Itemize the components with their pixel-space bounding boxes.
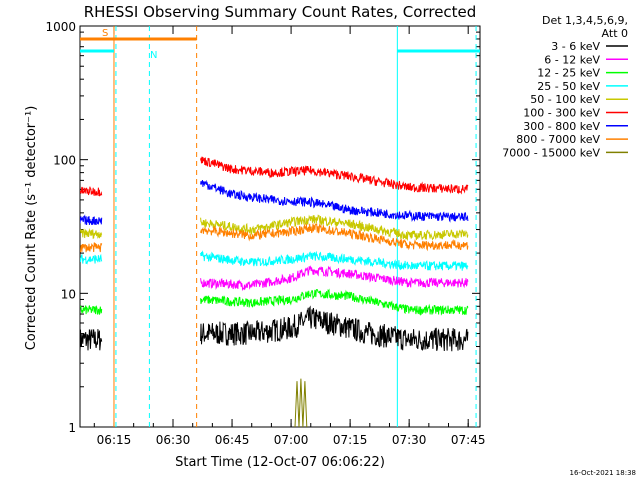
legend-entry-label: 3 - 6 keV: [551, 40, 600, 53]
y-tick-label: 10: [61, 287, 76, 301]
legend-entry-label: 50 - 100 keV: [530, 93, 600, 106]
y-axis-label: Corrected Count Rate (s⁻¹ detector⁻¹): [24, 106, 39, 351]
series-line: [200, 179, 469, 223]
x-tick-label: 07:45: [451, 433, 486, 447]
x-tick-label: 07:00: [274, 433, 309, 447]
y-tick-label: 1000: [45, 20, 76, 34]
x-tick-label: 07:15: [333, 433, 368, 447]
series-line: [80, 214, 103, 226]
legend-entry-label: 100 - 300 keV: [523, 107, 600, 120]
series-line: [200, 265, 469, 292]
x-tick-label: 07:30: [392, 433, 427, 447]
series-line: [80, 305, 103, 315]
plot-frame: [79, 25, 481, 428]
series-line: [80, 253, 103, 265]
series-line: [200, 214, 469, 242]
legend-entry-label: 7000 - 15000 keV: [502, 146, 600, 159]
series-line: [200, 223, 469, 252]
x-tick-label: 06:30: [156, 433, 191, 447]
series-line: [294, 378, 308, 427]
chart-title: RHESSI Observing Summary Count Rates, Co…: [84, 3, 477, 21]
x-axis-label: Start Time (12-Oct-07 06:06:22): [175, 455, 385, 470]
series-line: [200, 288, 469, 316]
legend-entry-label: 25 - 50 keV: [537, 80, 600, 93]
series-line: [80, 227, 103, 240]
plot-area: SN: [80, 26, 480, 427]
series-line: [200, 305, 469, 352]
legend-header-line-1: Det 1,3,4,5,6,9,: [542, 14, 628, 27]
legend-entry-label: 6 - 12 keV: [544, 53, 600, 66]
x-tick-label: 06:15: [97, 433, 132, 447]
series-line: [80, 242, 103, 253]
annotation-label: S: [102, 28, 108, 39]
y-tick-label: 1: [68, 421, 76, 435]
series-line: [200, 250, 469, 271]
footer-timestamp: 16-Oct-2021 18:38: [570, 469, 636, 477]
legend-entry-label: 800 - 7000 keV: [516, 133, 600, 146]
series-line: [80, 186, 103, 197]
plot-layer: 1 10 100 1000 06:15 06:30 06:45 07:00 07:15 07:30…: [45, 20, 485, 447]
series-line: [200, 156, 469, 195]
legend-entry-label: 300 - 800 keV: [523, 120, 600, 133]
x-tick-label: 06:45: [215, 433, 250, 447]
y-tick-label: 100: [53, 154, 76, 168]
legend-entry-label: 12 - 25 keV: [537, 67, 600, 80]
series-line: [80, 329, 103, 352]
annotation-label: N: [150, 50, 157, 61]
legend-header-line-2: Att 0: [602, 27, 628, 40]
